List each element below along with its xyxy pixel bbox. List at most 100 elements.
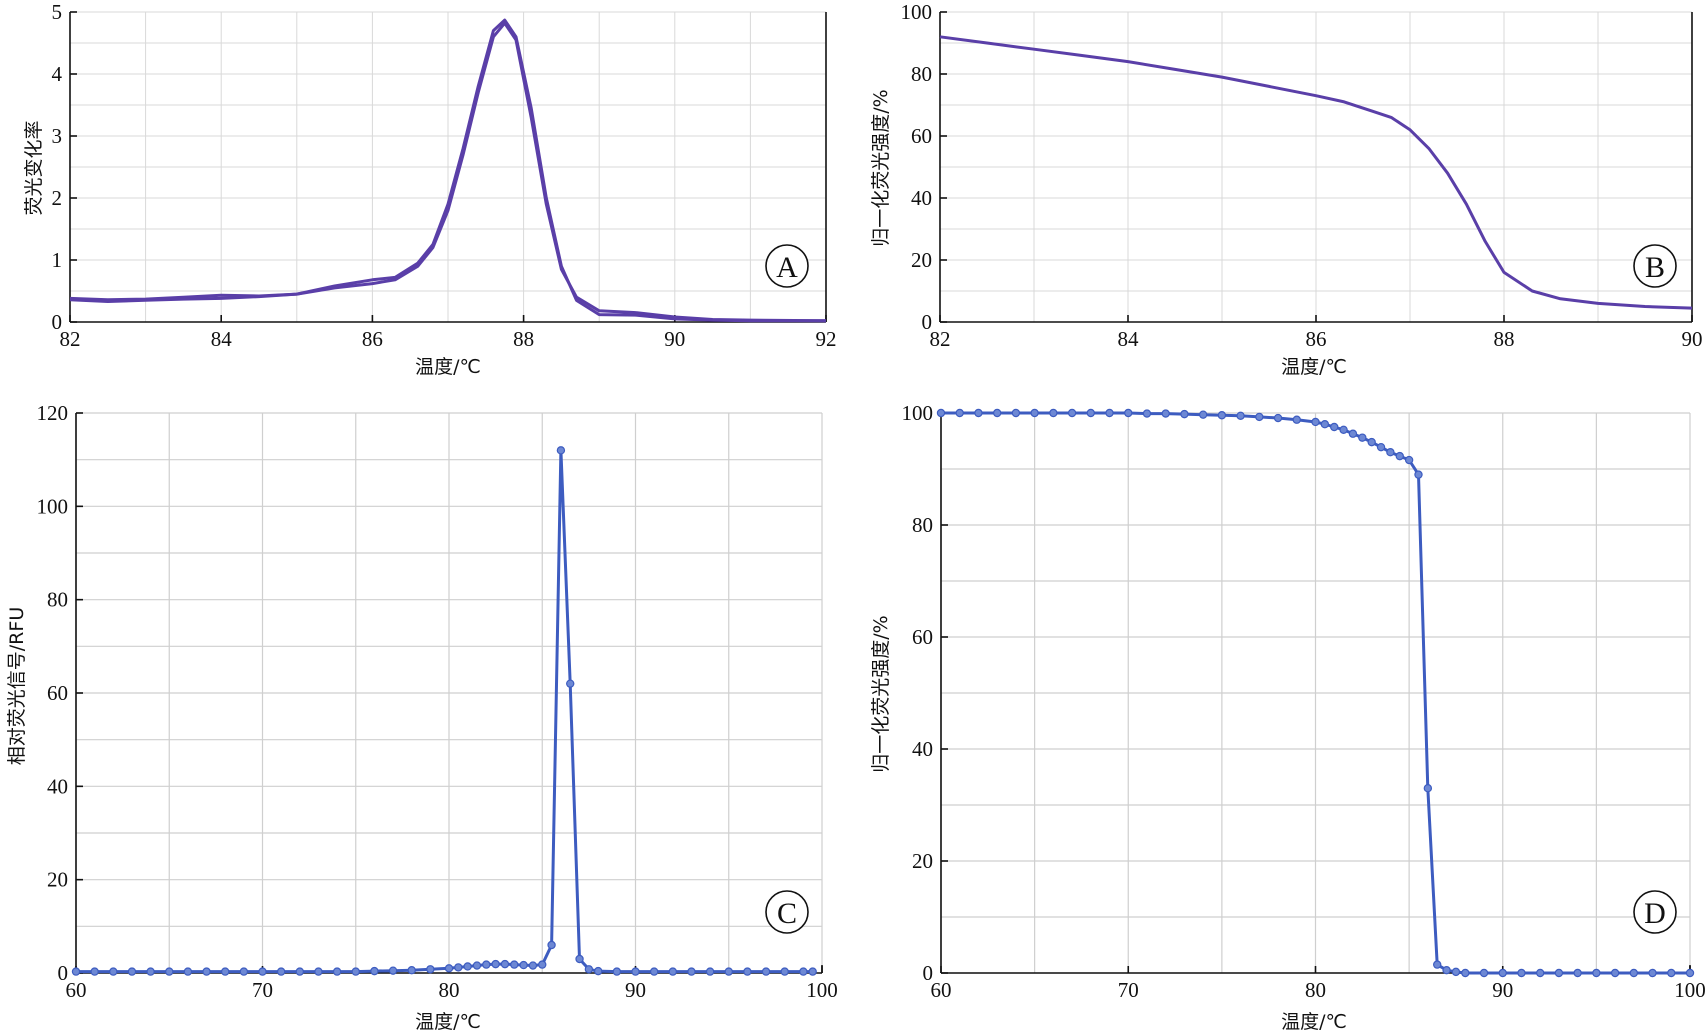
panel-c-data-point [146, 967, 155, 976]
panel-a-series-line-1 [69, 18, 826, 323]
panel-c-data-point [556, 446, 566, 455]
panel-d-data-point [1030, 408, 1039, 418]
panel-d-plot: 60 70 80 90 100 0 20 40 60 80 100 [902, 401, 1705, 1002]
panel-a-plot: 82 84 86 88 90 92 0 1 2 3 4 5 [52, 0, 837, 351]
panel-a-x-tick-label: 82 [60, 327, 81, 351]
panel-a-annotation-circle [765, 244, 809, 288]
panel-d-y-tick-label: 40 [912, 737, 933, 761]
panel-b-x-tick-label: 84 [1118, 327, 1140, 351]
panel-a-x-tick-label: 84 [211, 327, 233, 351]
panel-c: 60 70 80 90 100 0 20 40 60 80 100 120 相对荧光信号/RFU 温度… [6, 401, 838, 1033]
panel-d-data-point [1517, 968, 1526, 978]
panel-d-data-point [1648, 968, 1657, 978]
panel-a-x-tick-label: 88 [513, 327, 534, 351]
panel-d-data-point [1667, 968, 1676, 978]
panel-d-data-point [1573, 968, 1582, 978]
panel-b-x-tick-label: 86 [1306, 327, 1327, 351]
panel-d-data-point [1592, 968, 1601, 978]
panel-b-y-tick-label: 60 [911, 124, 932, 148]
panel-d-data-point [1292, 415, 1301, 424]
panel-c-data-point [454, 963, 463, 972]
panel-d-data-point [1086, 408, 1096, 418]
panel-d-data-point [1105, 408, 1114, 418]
panel-c-data-point [519, 960, 528, 970]
panel-c-data-point [165, 967, 174, 976]
panel-b-x-tick-label: 82 [930, 327, 951, 351]
panel-a-y-tick-label: 5 [52, 0, 63, 24]
panel-c-data-point [332, 967, 342, 976]
panel-d-data-point [1423, 784, 1433, 793]
panel-a-y-tick-label: 3 [52, 124, 63, 148]
panel-c-data-point [426, 965, 435, 974]
panel-d-data-point [1011, 408, 1021, 418]
panel-c-xlabel: 温度/℃ [415, 1011, 481, 1033]
panel-c-data-point [668, 967, 678, 976]
panel-d-data-point [1049, 408, 1058, 418]
panel-d-data-point [974, 408, 983, 418]
panel-b-y-tick-label: 0 [922, 310, 933, 334]
panel-c-data-point [71, 967, 81, 976]
panel-c-data-point [724, 967, 733, 976]
panel-b-y-tick-label: 20 [911, 248, 932, 272]
panel-c-data-point [295, 967, 304, 976]
panel-d-data-point [1358, 433, 1367, 442]
panel-c-data-point [90, 967, 99, 976]
panel-c-data-point [314, 967, 323, 976]
panel-c-data-point [547, 940, 556, 950]
panel-c-data-point [780, 967, 789, 976]
panel-b-series-line-0 [939, 35, 1693, 310]
panel-a-x-tick-label: 86 [362, 327, 383, 351]
panel-b-y-tick-label: 100 [901, 0, 933, 24]
panel-d-data-point [992, 408, 1002, 418]
panel-d-data-point [1685, 968, 1695, 978]
panel-c-data-point [444, 964, 454, 973]
panel-a-y-tick-label: 1 [52, 248, 63, 272]
panel-c-data-point [239, 967, 249, 976]
panel-b-ylabel: 归一化荧光强度/% [870, 89, 892, 246]
panel-d-x-tick-label: 60 [931, 978, 952, 1002]
panel-d-data-point [1067, 408, 1077, 418]
panel-c-data-point [808, 967, 817, 976]
panel-a-ylabel: 荧光变化率 [23, 120, 45, 215]
panel-c-data-point [127, 967, 137, 976]
panel-d-data-point [1461, 968, 1470, 978]
panel-c-data-point [705, 967, 715, 976]
panel-b-y-tick-label: 80 [911, 62, 932, 86]
panel-d-data-point [1386, 448, 1395, 457]
panel-b-x-tick-label: 90 [1682, 327, 1703, 351]
panel-c-data-point [566, 679, 575, 688]
panel-d-annotation: D [1644, 897, 1666, 930]
panel-c-data-point [538, 960, 547, 969]
panel-d-data-point [1479, 968, 1489, 978]
panel-b-annotation: B [1645, 251, 1665, 284]
panel-c-data-point [183, 967, 193, 976]
panel-c-y-tick-label: 20 [47, 868, 68, 892]
panel-d-data-point [1433, 960, 1442, 969]
panel-a-y-tick-label: 4 [52, 62, 63, 86]
panel-d-data-point [1124, 408, 1133, 418]
panel-d-x-tick-label: 70 [1118, 978, 1139, 1002]
panel-d-y-tick-label: 20 [912, 849, 933, 873]
panel-d-data-point [955, 408, 964, 418]
panel-c-data-point [351, 967, 360, 976]
panel-c-data-point [649, 967, 659, 976]
panel-d-data-point [1180, 409, 1189, 419]
panel-c-data-point [109, 967, 118, 976]
panel-d-data-point [1414, 470, 1423, 479]
panel-d-ylabel: 归一化荧光强度/% [870, 615, 892, 772]
panel-d-x-tick-label: 100 [1674, 978, 1705, 1002]
panel-a-y-tick-label: 2 [52, 186, 63, 210]
panel-d-data-point [1320, 420, 1330, 429]
panel-b-xlabel: 温度/℃ [1281, 356, 1347, 378]
panel-d-data-point [1255, 412, 1264, 422]
panel-d-y-tick-label: 100 [902, 401, 934, 425]
panel-c-x-tick-label: 60 [66, 978, 87, 1002]
panel-c-x-tick-label: 70 [252, 978, 273, 1002]
panel-c-data-point [491, 959, 500, 969]
panel-c-data-point [220, 967, 230, 976]
panel-c-y-tick-label: 100 [37, 494, 69, 518]
panel-c-y-tick-label: 40 [47, 774, 68, 798]
panel-a-x-tick-label: 90 [664, 327, 685, 351]
panel-d-data-point [1442, 966, 1451, 975]
panel-c-data-point [631, 967, 640, 976]
